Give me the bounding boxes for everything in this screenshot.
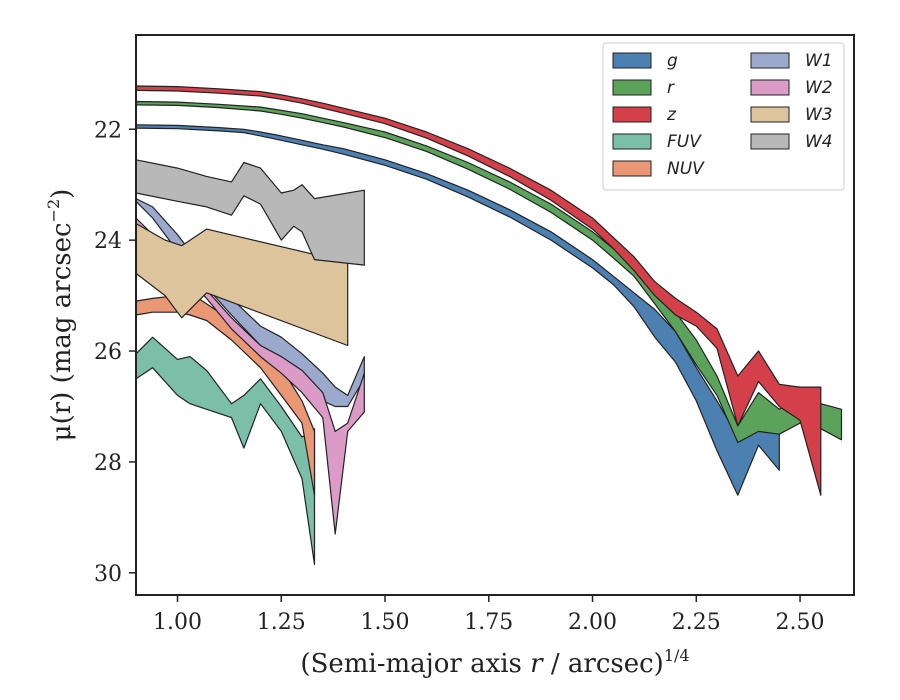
y-axis-title-exponent: −2 xyxy=(44,199,63,223)
x-tick-label: 1.25 xyxy=(257,610,306,635)
band-z xyxy=(135,85,822,496)
band-g xyxy=(135,124,780,496)
legend-swatch-nuv xyxy=(612,160,652,177)
band-w3 xyxy=(135,222,349,347)
legend-label-w1: W1 xyxy=(805,51,833,71)
legend-label-w2: W2 xyxy=(805,78,833,98)
legend-label-w3: W3 xyxy=(805,105,833,125)
band-fuv xyxy=(135,336,316,566)
y-tick-label: 30 xyxy=(94,562,122,587)
plot-frame xyxy=(135,34,855,596)
x-tick-label: 2.50 xyxy=(776,610,825,635)
x-axis-title-exponent: 1/4 xyxy=(664,646,690,665)
legend-swatch-w2 xyxy=(750,79,790,96)
legend-label-g: g xyxy=(667,51,678,71)
legend: grz FUV NUV W1 W2 W3 W4 xyxy=(602,42,845,191)
legend-label-r: r xyxy=(667,78,675,98)
legend-label-nuv: NUV xyxy=(667,159,705,179)
legend-swatch-w4 xyxy=(750,133,790,150)
x-tick-label: 2.25 xyxy=(672,610,721,635)
legend-label-w4: W4 xyxy=(805,132,833,152)
y-axis-ticks: 22 24 26 28 30 xyxy=(94,118,136,587)
x-axis-title-variable: r xyxy=(530,649,544,679)
legend-swatch-w3 xyxy=(750,106,790,123)
legend-label-z: z xyxy=(666,105,677,125)
y-tick-label: 24 xyxy=(94,229,122,254)
band-r xyxy=(135,100,843,444)
series-bands xyxy=(135,85,843,566)
y-axis-title: μ(r) (mag arcsec−2) xyxy=(44,189,77,442)
x-tick-label: 1.75 xyxy=(464,610,513,635)
y-tick-label: 26 xyxy=(94,340,122,365)
y-tick-label: 22 xyxy=(94,118,122,143)
band-w4 xyxy=(135,159,365,266)
y-tick-label: 28 xyxy=(94,451,122,476)
legend-swatch-r xyxy=(612,79,652,96)
legend-swatch-fuv xyxy=(612,133,652,150)
x-tick-label: 1.50 xyxy=(361,610,410,635)
x-axis-ticks: 1.00 1.25 1.50 1.75 2.00 2.25 2.50 xyxy=(153,595,825,635)
legend-swatch-g xyxy=(612,52,652,69)
x-tick-label: 2.00 xyxy=(568,610,617,635)
legend-swatch-z xyxy=(612,106,652,123)
band-w2 xyxy=(135,217,365,535)
legend-swatch-w1 xyxy=(750,52,790,69)
x-tick-label: 1.00 xyxy=(153,610,202,635)
x-axis-title: (Semi-major axis r / arcsec)1/4 xyxy=(300,646,689,679)
legend-label-fuv: FUV xyxy=(667,132,702,152)
